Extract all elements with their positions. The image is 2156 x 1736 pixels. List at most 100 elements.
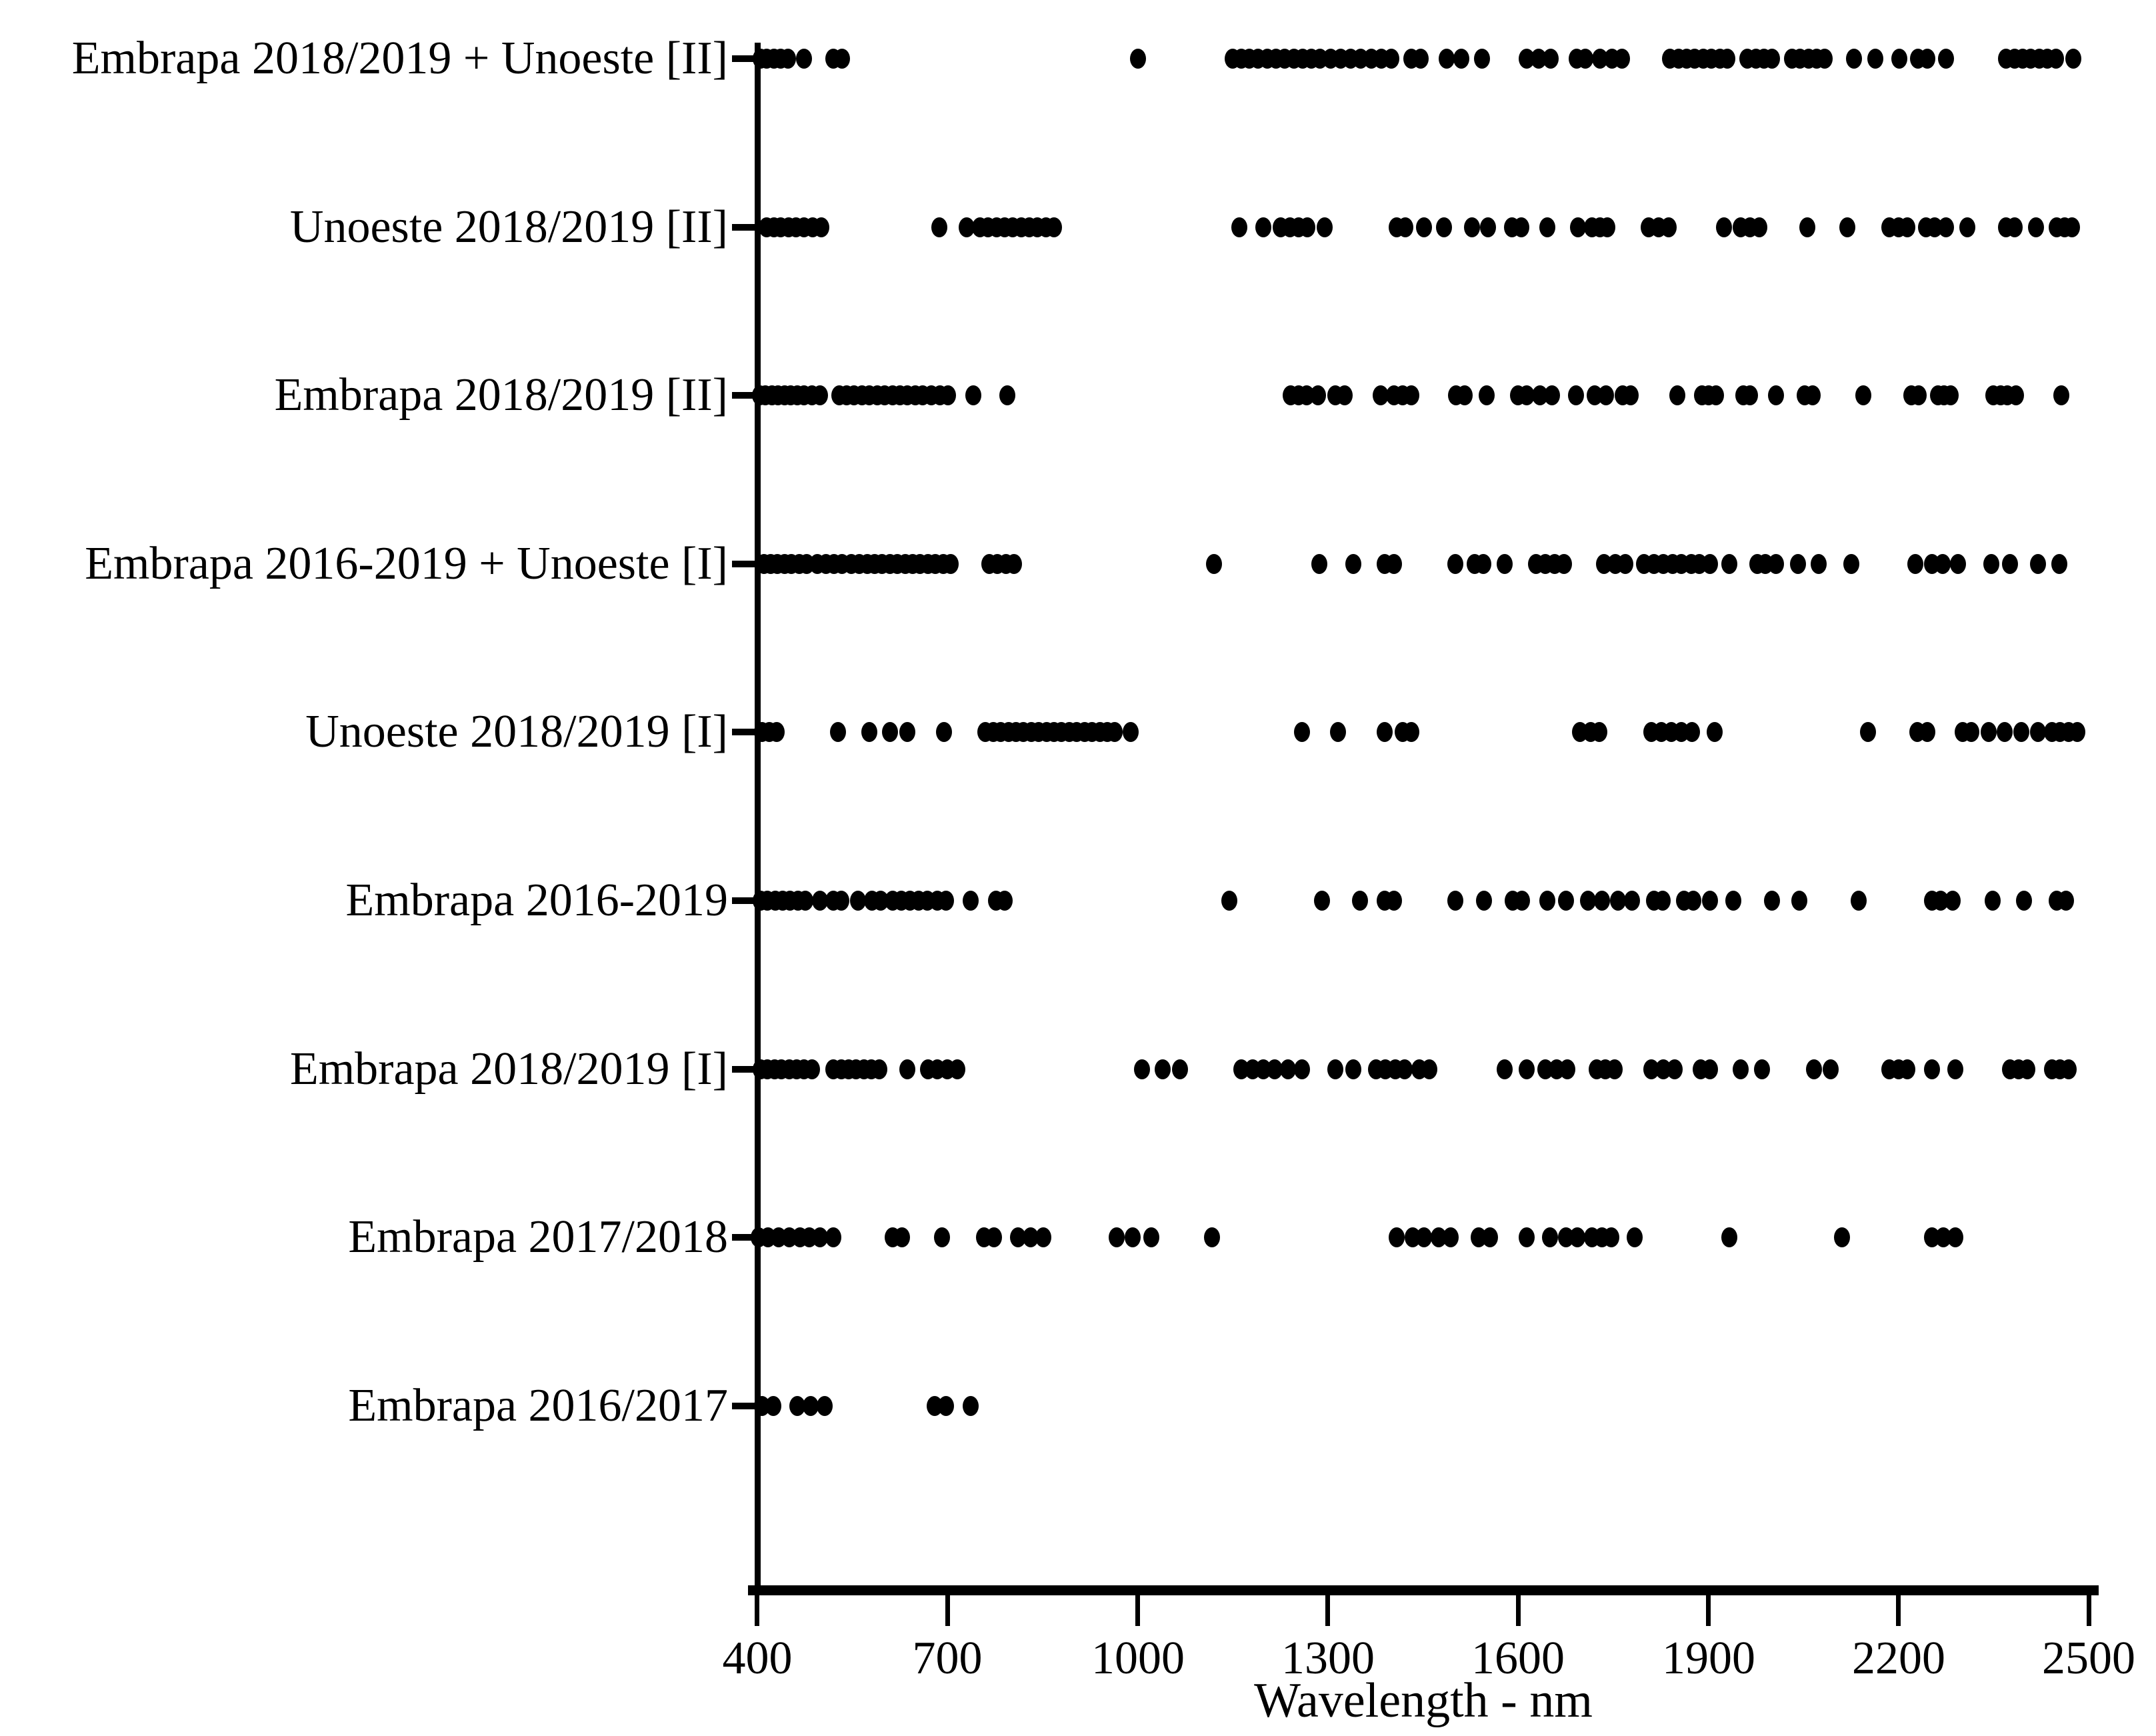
y-tick [732,561,757,567]
category-label: Embrapa 2016/2017 [348,1380,728,1431]
data-point [1907,553,1924,574]
y-tick [732,1234,757,1241]
data-point [1403,722,1420,743]
data-point [1614,49,1631,69]
category-label: Embrapa 2016-2019 + Unoeste [I] [85,538,728,589]
y-axis-line [755,43,761,1591]
data-point [996,891,1013,911]
data-point [833,891,850,911]
data-point [1843,553,1860,574]
data-point [1985,891,2001,911]
data-point [1513,217,1529,237]
data-point [2016,891,2032,911]
data-point [1383,49,1399,69]
data-point [1669,385,1685,406]
data-point [1610,891,1627,911]
y-tick [732,1403,757,1409]
data-point [1799,217,1815,237]
x-tick-label: 1900 [1662,1633,1755,1684]
data-point [1327,1059,1344,1079]
data-point [2029,553,2046,574]
x-axis-title: Wavelength - nm [1254,1673,1593,1728]
data-point [1891,49,1907,69]
data-point [965,385,982,406]
data-point [829,722,846,743]
data-point [1279,1059,1296,1079]
data-point [881,722,898,743]
data-point [1123,722,1139,743]
data-point [899,1059,916,1079]
x-tick-label: 700 [912,1633,983,1684]
data-point [2053,385,2070,406]
data-point [1416,217,1433,237]
data-point [1707,385,1724,406]
data-point [1702,553,1719,574]
data-point [1154,1059,1171,1079]
data-point [1134,1059,1151,1079]
data-point [1388,1227,1405,1248]
data-point [1541,1227,1558,1248]
x-tick-label: 1000 [1091,1633,1185,1684]
data-point [813,217,830,237]
x-axis-line [748,1585,2099,1595]
data-point [1473,49,1490,69]
data-point [1997,722,2013,743]
data-point [871,1059,887,1079]
data-point [1947,1227,1964,1248]
data-point [1403,385,1420,406]
data-point [1299,217,1316,237]
data-point [1706,722,1723,743]
data-point [999,385,1015,406]
data-point [1627,1227,1643,1248]
data-point [1768,553,1785,574]
data-point [1959,217,1976,237]
y-tick [732,224,757,231]
data-point [1385,553,1402,574]
data-point [1438,49,1455,69]
data-point [1421,1059,1437,1079]
data-point [1478,385,1495,406]
data-point [825,1227,842,1248]
x-tick [2087,1595,2091,1626]
data-point [1810,553,1827,574]
data-point [1539,891,1555,911]
data-point [1475,891,1492,911]
data-point [803,1059,820,1079]
data-point [1685,891,1701,911]
y-tick [732,729,757,735]
data-point [1046,217,1063,237]
data-point [1850,891,1867,911]
data-point [1518,1227,1535,1248]
data-point [1754,1059,1771,1079]
data-point [1542,49,1559,69]
data-point [1732,1059,1749,1079]
data-point [1947,1059,1964,1079]
data-point [2006,217,2023,237]
data-point [1107,722,1123,743]
data-point [816,1395,833,1416]
data-point [1963,722,1980,743]
data-point [1311,553,1328,574]
x-tick [1516,1595,1521,1626]
data-point [1716,217,1733,237]
data-point [2019,1059,2035,1079]
data-point [1457,385,1473,406]
data-point [1980,722,1997,743]
x-tick [1706,1595,1711,1626]
data-point [1603,1227,1619,1248]
data-point [1309,385,1326,406]
data-point [1544,385,1561,406]
data-point [2057,891,2074,911]
data-point [765,1395,781,1416]
category-label: Embrapa 2017/2018 [348,1211,728,1263]
data-point [1377,722,1393,743]
data-point [1447,891,1463,911]
category-label: Unoeste 2018/2019 [I] [305,706,728,757]
data-point [796,49,813,69]
data-point [834,49,851,69]
data-point [1721,553,1737,574]
data-point [861,722,878,743]
data-point [1447,553,1463,574]
data-point [1839,217,1855,237]
